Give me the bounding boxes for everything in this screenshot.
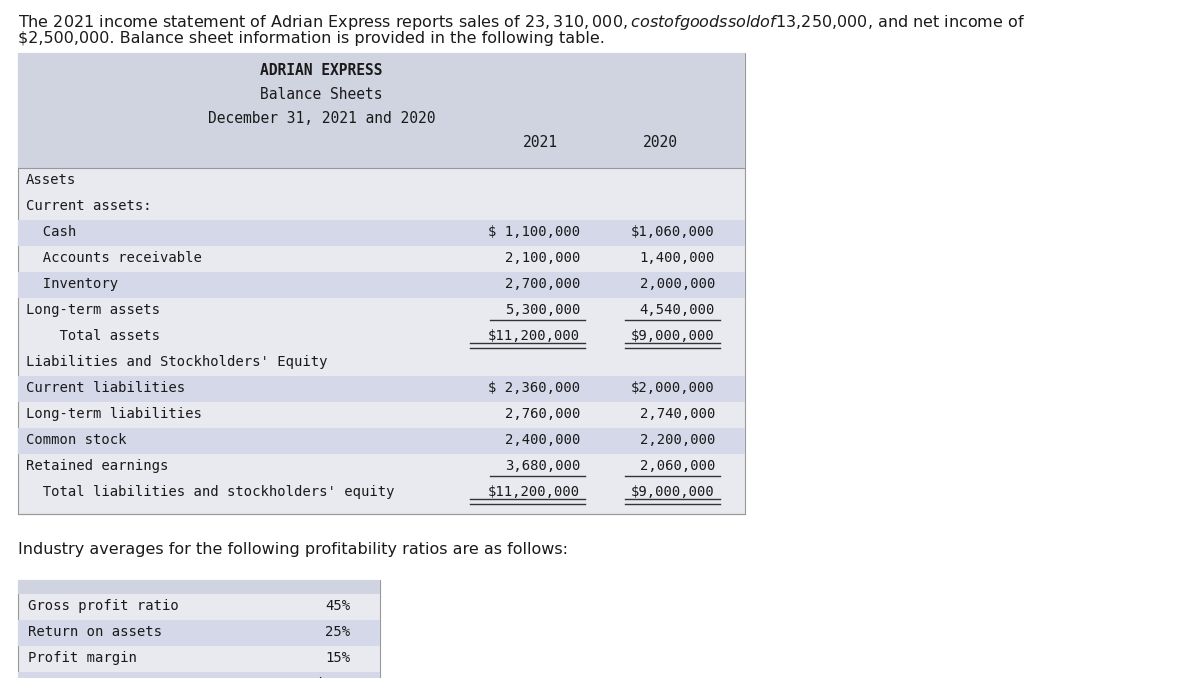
Text: 3,680,000: 3,680,000 (505, 459, 580, 473)
Text: 2,060,000: 2,060,000 (640, 459, 715, 473)
Bar (18, 272, 745, 298)
Text: $ 1,100,000: $ 1,100,000 (488, 225, 580, 239)
Text: 5,300,000: 5,300,000 (505, 303, 580, 317)
Text: Total liabilities and stockholders' equity: Total liabilities and stockholders' equi… (26, 485, 395, 499)
Text: 2,760,000: 2,760,000 (505, 407, 580, 421)
Text: The 2021 income statement of Adrian Express reports sales of $23,310,000, cost o: The 2021 income statement of Adrian Expr… (18, 13, 1025, 32)
Text: Current assets:: Current assets: (26, 199, 151, 213)
Text: 2,400,000: 2,400,000 (505, 433, 580, 447)
Text: Retained earnings: Retained earnings (26, 459, 168, 473)
Text: 2,100,000: 2,100,000 (505, 251, 580, 265)
Text: $9,000,000: $9,000,000 (631, 485, 715, 499)
Text: December 31, 2021 and 2020: December 31, 2021 and 2020 (208, 111, 436, 126)
Text: Long-term liabilities: Long-term liabilities (26, 407, 202, 421)
Text: $9,000,000: $9,000,000 (631, 329, 715, 343)
Text: Return on assets: Return on assets (28, 625, 162, 639)
Text: 15%: 15% (325, 651, 350, 665)
Text: Cash: Cash (26, 225, 77, 239)
Text: Inventory: Inventory (26, 277, 118, 291)
Text: 4,540,000: 4,540,000 (640, 303, 715, 317)
Text: $11,200,000: $11,200,000 (488, 329, 580, 343)
Text: 25%: 25% (325, 625, 350, 639)
Text: 1,400,000: 1,400,000 (640, 251, 715, 265)
Text: Assets: Assets (26, 173, 77, 187)
Text: Industry averages for the following profitability ratios are as follows:: Industry averages for the following prof… (18, 542, 568, 557)
Bar (18, 376, 745, 402)
Text: 2021: 2021 (522, 135, 558, 150)
Text: Accounts receivable: Accounts receivable (26, 251, 202, 265)
Text: 20.5 times: 20.5 times (266, 677, 350, 678)
Text: 2,740,000: 2,740,000 (640, 407, 715, 421)
Text: Current liabilities: Current liabilities (26, 381, 185, 395)
Text: 2,000,000: 2,000,000 (640, 277, 715, 291)
Text: $2,000,000: $2,000,000 (631, 381, 715, 395)
Text: ADRIAN EXPRESS: ADRIAN EXPRESS (260, 63, 383, 78)
Text: $2,500,000. Balance sheet information is provided in the following table.: $2,500,000. Balance sheet information is… (18, 31, 605, 46)
Bar (18, 580, 380, 594)
Text: Profit margin: Profit margin (28, 651, 137, 665)
Text: 2,200,000: 2,200,000 (640, 433, 715, 447)
Text: Total assets: Total assets (26, 329, 160, 343)
Text: Gross profit ratio: Gross profit ratio (28, 599, 179, 613)
Bar (18, 220, 745, 246)
Text: Balance Sheets: Balance Sheets (260, 87, 383, 102)
Text: Liabilities and Stockholders' Equity: Liabilities and Stockholders' Equity (26, 355, 328, 369)
Text: Asset turnover: Asset turnover (28, 677, 145, 678)
Bar (18, 53, 745, 168)
Text: Long-term assets: Long-term assets (26, 303, 160, 317)
Text: $1,060,000: $1,060,000 (631, 225, 715, 239)
Bar (18, 428, 745, 454)
Bar (18, 672, 380, 678)
Text: $11,200,000: $11,200,000 (488, 485, 580, 499)
Text: $ 2,360,000: $ 2,360,000 (488, 381, 580, 395)
Bar (18, 53, 745, 514)
Text: 2,700,000: 2,700,000 (505, 277, 580, 291)
Text: 45%: 45% (325, 599, 350, 613)
Text: 2020: 2020 (642, 135, 678, 150)
Bar (18, 620, 380, 646)
Text: Common stock: Common stock (26, 433, 126, 447)
Bar (18, 580, 380, 678)
